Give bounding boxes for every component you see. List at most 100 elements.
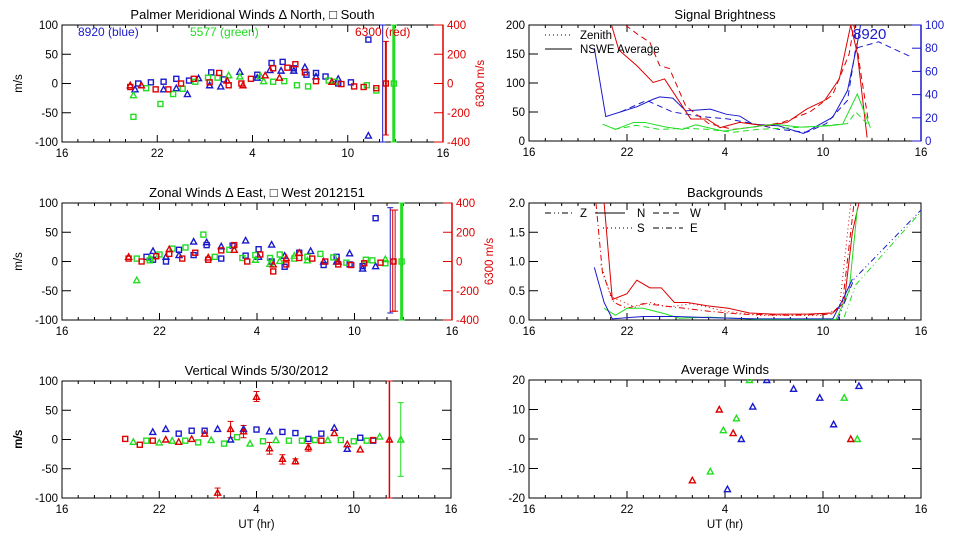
data-point-triangle — [815, 393, 824, 401]
data-point-triangle — [385, 435, 394, 443]
data-point-square — [239, 254, 246, 262]
data-point-square — [122, 435, 129, 443]
data-point-triangle — [358, 264, 367, 272]
x-tick-label: 4 — [249, 148, 256, 160]
chart-title: Palmer Meridional Winds Δ North, □ South — [130, 7, 374, 22]
data-point-square — [127, 83, 134, 91]
data-point-triangle — [269, 259, 278, 268]
x-tick-label: 10 — [817, 147, 830, 159]
data-point-square — [283, 261, 290, 268]
y-axis-label: m/s — [13, 430, 25, 449]
data-point-triangle — [161, 435, 170, 443]
series-line — [611, 24, 868, 138]
x-tick-label: 4 — [253, 504, 260, 516]
data-point-triangle — [330, 428, 339, 437]
y-tick-label: 50 — [512, 107, 525, 119]
data-point-square — [233, 433, 241, 441]
data-point-square — [218, 247, 225, 254]
data-point-triangle — [252, 392, 261, 400]
series-line — [600, 202, 852, 316]
data-point-square — [301, 69, 309, 76]
legend-label: Z — [580, 208, 587, 220]
x-tick-label: 16 — [56, 326, 69, 338]
right-y-tick-label: -200 — [456, 286, 479, 298]
data-point-triangle — [226, 424, 235, 433]
x-tick-label: 22 — [621, 504, 634, 516]
y-tick-label: 150 — [506, 49, 525, 61]
data-point-square — [215, 69, 223, 77]
data-point-triangle — [278, 454, 287, 463]
x-tick-label: 22 — [621, 147, 634, 159]
data-point-square — [312, 77, 320, 85]
data-point-triangle — [226, 435, 235, 443]
data-point-square — [194, 439, 202, 446]
data-point-square — [311, 436, 319, 444]
data-point-square — [244, 258, 251, 265]
data-point-triangle — [256, 71, 265, 80]
plot-frame — [61, 202, 453, 321]
data-point-triangle — [145, 253, 154, 262]
data-point-square — [225, 82, 232, 89]
data-point-square — [369, 257, 376, 264]
data-point-square — [269, 78, 277, 85]
data-point-triangle — [375, 432, 384, 440]
y-tick-label: 0.0 — [509, 315, 525, 327]
data-point-square — [257, 251, 264, 258]
data-point-square — [292, 429, 299, 437]
data-point-square — [363, 437, 370, 444]
data-point-square — [285, 437, 293, 444]
data-point-square — [373, 84, 380, 92]
data-point-triangle — [846, 434, 855, 443]
data-point-square — [156, 251, 163, 258]
right-y-tick-label: 0 — [925, 136, 931, 148]
data-point-square — [317, 250, 324, 258]
legend-label: S — [637, 223, 645, 235]
data-point-triangle — [343, 444, 352, 453]
data-point-triangle — [364, 131, 373, 139]
data-point-square — [206, 79, 213, 86]
data-point-triangle — [745, 379, 754, 384]
right-y-tick-label: 40 — [925, 90, 938, 102]
data-point-square — [382, 80, 390, 87]
series-line — [837, 209, 921, 320]
panel-4 — [61, 380, 452, 499]
data-point-square — [253, 426, 260, 433]
right-y-tick-label: 80 — [925, 43, 938, 55]
data-point-square — [173, 75, 180, 83]
data-point-triangle — [261, 70, 270, 79]
data-point-triangle — [737, 434, 746, 443]
data-point-square — [192, 249, 199, 256]
y-axis-label: m/s — [13, 252, 25, 271]
data-point-square — [138, 258, 145, 265]
data-point-square — [149, 256, 157, 263]
data-point-triangle — [200, 429, 209, 437]
data-point-square — [377, 259, 384, 266]
y-tick-label: -50 — [41, 286, 58, 298]
data-point-square — [218, 255, 225, 262]
y-tick-label: 100 — [39, 198, 58, 210]
data-point-triangle — [251, 255, 260, 263]
x-tick-label: 16 — [915, 326, 928, 338]
x-tick-label: 4 — [722, 326, 729, 338]
data-point-square — [390, 80, 397, 87]
data-point-square — [370, 436, 377, 444]
data-point-square — [398, 258, 405, 265]
data-point-triangle — [161, 424, 170, 433]
y-tick-label: 200 — [506, 20, 525, 32]
right-y-tick-label: 200 — [456, 227, 475, 239]
data-point-triangle — [259, 76, 268, 85]
data-point-triangle — [124, 252, 133, 261]
data-point-triangle — [239, 424, 248, 433]
x-tick-label: 16 — [915, 504, 928, 516]
series-line — [603, 208, 858, 320]
right-y-tick-label: 400 — [456, 198, 475, 210]
data-point-square — [268, 59, 275, 67]
x-tick-label: 4 — [254, 326, 261, 338]
plot-frame — [528, 202, 922, 321]
y-tick-label: -100 — [35, 493, 58, 505]
data-point-square — [136, 441, 144, 448]
data-point-triangle — [706, 466, 715, 475]
legend-label: W — [690, 208, 701, 220]
data-point-triangle — [381, 254, 390, 263]
